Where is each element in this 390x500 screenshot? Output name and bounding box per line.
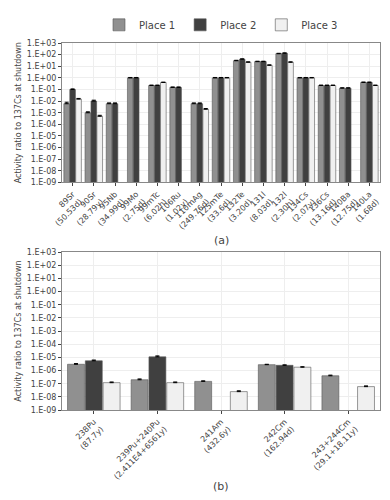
svg-text:134Cs(2.07y): 134Cs(2.07y) (283, 190, 317, 224)
svg-text:Place 1: Place 1 (139, 20, 175, 31)
svg-text:1.E-04: 1.E-04 (31, 340, 57, 349)
svg-text:1.E-04: 1.E-04 (31, 120, 57, 129)
svg-text:1.E+03: 1.E+03 (27, 248, 57, 257)
svg-text:1.E-08: 1.E-08 (31, 393, 57, 402)
svg-text:1.E-01: 1.E-01 (31, 301, 57, 310)
svg-text:1.E-09: 1.E-09 (31, 178, 57, 187)
svg-text:Place 3: Place 3 (301, 20, 337, 31)
svg-text:Activity ratio to 137Cs at shu: Activity ratio to 137Cs at shutdown (14, 260, 23, 401)
svg-text:140Ba(12.75d): 140Ba(12.75d) (322, 190, 360, 228)
svg-text:243+244Cm(29.1+18.11y): 243+244Cm(29.1+18.11y) (305, 417, 360, 472)
svg-text:(b): (b) (213, 480, 229, 493)
svg-text:140La(1.68d): 140La(1.68d) (347, 190, 381, 224)
svg-text:1.E+02: 1.E+02 (27, 261, 57, 270)
svg-text:1.E-06: 1.E-06 (31, 143, 57, 152)
svg-text:1.E+01: 1.E+01 (27, 62, 57, 71)
svg-text:1.E-05: 1.E-05 (31, 132, 57, 141)
svg-text:1.E+02: 1.E+02 (27, 50, 57, 59)
svg-text:1.E+01: 1.E+01 (27, 274, 57, 283)
svg-text:132I(2.30h): 132I(2.30h) (262, 190, 296, 224)
svg-text:106Ru(1.02y): 106Ru(1.02y) (156, 190, 190, 224)
svg-text:1.E-07: 1.E-07 (31, 380, 57, 389)
svg-text:1.E-05: 1.E-05 (31, 353, 57, 362)
svg-text:1.E-02: 1.E-02 (31, 97, 57, 106)
svg-text:131I(8.03d): 131I(8.03d) (241, 190, 275, 224)
svg-text:99mTc(6.02h): 99mTc(6.02h) (135, 190, 169, 224)
svg-text:1.E-09: 1.E-09 (31, 406, 57, 415)
svg-text:90Sr(28.79y): 90Sr(28.79y) (68, 189, 106, 227)
svg-text:239Pu+240Pu(2.411E4+6561y): 239Pu+240Pu(2.411E4+6561y) (105, 417, 169, 481)
svg-text:241Am(432.6y): 241Am(432.6y) (195, 417, 233, 455)
svg-text:89Sr(50.53d): 89Sr(50.53d) (46, 189, 84, 227)
svg-text:125mTe(33.6d): 125mTe(33.6d) (197, 190, 233, 226)
svg-text:1.E+00: 1.E+00 (27, 287, 57, 296)
svg-text:238Pu(87.7y): 238Pu(87.7y) (71, 417, 105, 451)
svg-text:1.E+03: 1.E+03 (27, 39, 57, 48)
svg-text:1.E-01: 1.E-01 (31, 85, 57, 94)
svg-text:1.E+00: 1.E+00 (27, 74, 57, 83)
svg-text:132Te(3.20d): 132Te(3.20d) (219, 190, 253, 224)
svg-text:1.E-07: 1.E-07 (31, 155, 57, 164)
svg-text:99Mo(2.75d): 99Mo(2.75d) (113, 190, 147, 224)
svg-text:1.E-03: 1.E-03 (31, 327, 57, 336)
svg-text:Activity ratio to 137Cs at shu: Activity ratio to 137Cs at shutdown (14, 42, 23, 183)
svg-text:1.E-08: 1.E-08 (31, 167, 57, 176)
svg-text:136Cs(13.16d): 136Cs(13.16d) (301, 190, 339, 228)
svg-text:1.E-06: 1.E-06 (31, 366, 57, 375)
svg-text:Place 2: Place 2 (220, 20, 256, 31)
svg-text:1.E-02: 1.E-02 (31, 314, 57, 323)
svg-text:(a): (a) (214, 234, 229, 247)
svg-text:95Nb(34.99d): 95Nb(34.99d) (89, 190, 127, 228)
svg-text:1.E-03: 1.E-03 (31, 109, 57, 118)
svg-text:110mAg(249.76d): 110mAg(249.76d) (170, 190, 212, 232)
svg-text:242Cm(162.94d): 242Cm(162.94d) (255, 417, 297, 459)
